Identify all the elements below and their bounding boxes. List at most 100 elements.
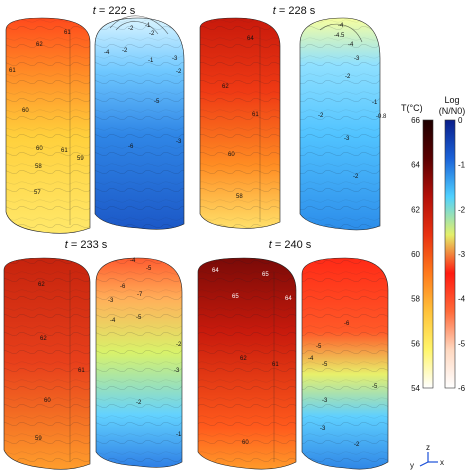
log-label-3-1: -4: [130, 258, 136, 264]
temp-label-2-1: 64: [247, 36, 254, 42]
log-label-3-6: -4: [110, 318, 116, 324]
temp-label-1-6: 60: [36, 146, 43, 152]
temperature-half-1: 62 61 61 60 61 60 59 58 57: [6, 18, 90, 233]
log-label-1-6: -4: [104, 50, 110, 56]
temp-label-4-2: 65: [262, 272, 269, 278]
log-half-2: -4 -4.5 -4 -3 -2 -2 -3 -1 -0.8 -2: [300, 18, 387, 230]
log-label-1-4: -2: [122, 48, 128, 54]
log-colorbar-ticks: 0 -1 -2 -3 -4 -5 -6: [458, 116, 466, 393]
log-label-1-7: -1: [148, 58, 154, 64]
log-label-4-6: -5: [372, 384, 378, 390]
temp-label-4-3: 65: [232, 294, 239, 300]
log-colorbar-label-line1: Log: [444, 95, 459, 105]
temp-tick-5: 58: [411, 295, 420, 304]
log-label-2-1: -4: [338, 23, 344, 29]
temp-label-1-3: 61: [9, 68, 16, 74]
temp-tick-3: 62: [411, 205, 420, 214]
axis-triad: z x y: [410, 443, 444, 470]
log-label-1-2: -1: [145, 23, 151, 29]
log-label-2-9: -0.8: [376, 114, 387, 120]
log-label-4-7: -2: [354, 442, 360, 448]
temp-label-2-3: 61: [252, 112, 259, 118]
temp-colorbar-label: T(°C): [401, 103, 423, 113]
log-label-1-9: -5: [154, 99, 160, 105]
log-label-3-3: -6: [120, 284, 126, 290]
log-label-3-4: -7: [137, 292, 143, 298]
log-label-3-9: -3: [174, 368, 180, 374]
panel-title-4: t = 240 s: [269, 239, 312, 251]
panel-4: t = 240 s 64 65 65 64 62 61 60 -6 -5 -4 …: [198, 239, 388, 469]
log-half-1: -2 -1 -2 -2 -3 -4 -1 -2 -5 -6 -3: [95, 16, 184, 229]
log-label-4-8: -3: [320, 426, 326, 432]
log-tick-4: -3: [458, 250, 466, 259]
log-label-1-1: -2: [128, 26, 134, 32]
temp-label-1-1: 62: [36, 42, 43, 48]
panel-2: t = 228 s 64 62 61 60 58 -4 -4.5 -4 -3 -…: [200, 5, 387, 230]
panel-3: t = 233 s 62 62 61 60 59 -4 -5 -6 -7 -3 …: [4, 239, 182, 469]
log-tick-6: -5: [458, 339, 466, 348]
temp-label-3-1: 62: [38, 282, 45, 288]
log-label-4-5: -3: [322, 398, 328, 404]
temp-label-1-7: 59: [77, 156, 84, 162]
temp-label-4-7: 60: [242, 440, 249, 446]
log-tick-5: -4: [458, 295, 466, 304]
log-label-2-4: -3: [354, 56, 360, 62]
temp-label-3-2: 62: [40, 336, 47, 342]
log-tick-2: -1: [458, 161, 466, 170]
temp-label-1-5: 61: [61, 148, 68, 154]
log-label-2-2: -4.5: [334, 33, 345, 39]
temp-label-3-4: 60: [44, 398, 51, 404]
axis-z-label: z: [426, 443, 430, 452]
temperature-half-4: 64 65 65 64 62 61 60: [198, 258, 296, 469]
log-label-3-10: -2: [136, 400, 142, 406]
temperature-half-3: 62 62 61 60 59: [4, 258, 90, 469]
axis-y-line: [420, 462, 428, 466]
log-tick-7: -6: [458, 384, 466, 393]
log-label-2-10: -2: [353, 174, 359, 180]
log-tick-3: -2: [458, 205, 466, 214]
axis-y-label: y: [410, 461, 414, 470]
temp-colorbar: [423, 120, 433, 388]
log-label-3-8: -2: [176, 342, 182, 348]
temp-label-3-5: 59: [35, 436, 42, 442]
log-label-3-2: -5: [146, 266, 152, 272]
panel-title-2: t = 228 s: [273, 5, 316, 17]
temp-label-4-5: 62: [240, 356, 247, 362]
temp-colorbar-ticks: 66646260585654: [411, 116, 420, 393]
log-label-2-3: -4: [348, 42, 354, 48]
temp-label-2-5: 58: [236, 194, 243, 200]
temp-label-4-1: 64: [212, 268, 219, 274]
log-label-1-10: -6: [128, 144, 134, 150]
log-label-1-5: -3: [172, 56, 178, 62]
log-label-2-7: -3: [344, 136, 350, 142]
temp-label-4-4: 64: [285, 296, 292, 302]
log-colorbar-label-line2: (N/N0): [439, 106, 466, 116]
log-label-3-5: -3: [108, 298, 114, 304]
log-label-2-6: -2: [318, 113, 324, 119]
temp-label-1-4: 60: [22, 108, 29, 114]
temp-label-2-4: 60: [228, 152, 235, 158]
log-label-3-11: -1: [176, 432, 182, 438]
axis-x-label: x: [440, 458, 444, 467]
colorbars: T(°C) 66646260585654 Log (N/N0) 0-1-2-3-…: [401, 95, 466, 393]
temp-label-1-9: 57: [34, 190, 41, 196]
temp-label-3-3: 61: [78, 368, 85, 374]
log-label-2-5: -2: [345, 74, 351, 80]
temp-tick-7: 54: [411, 384, 420, 393]
log-half-3: -4 -5 -6 -7 -3 -4 -5 -2 -3 -2 -1: [96, 258, 182, 467]
log-label-2-8: -1: [372, 100, 378, 106]
log-label-1-11: -3: [176, 139, 182, 145]
temp-tick-2: 64: [411, 161, 420, 170]
log-half-4: -6 -5 -4 -5 -3 -5 -2 -3: [302, 258, 388, 469]
temp-label-1-2: 61: [64, 30, 71, 36]
temp-tick-6: 56: [411, 339, 420, 348]
log-label-1-3: -2: [149, 31, 155, 37]
log-colorbar: [445, 120, 455, 388]
temp-label-2-2: 62: [222, 84, 229, 90]
panel-1: t = 222 s 62 61 61 60 61 60 59 58 57 -2 …: [6, 5, 184, 233]
temp-tick-1: 66: [411, 116, 420, 125]
temp-label-4-6: 61: [272, 362, 279, 368]
log-tick-1: 0: [458, 116, 463, 125]
log-label-1-8: -2: [176, 69, 182, 75]
